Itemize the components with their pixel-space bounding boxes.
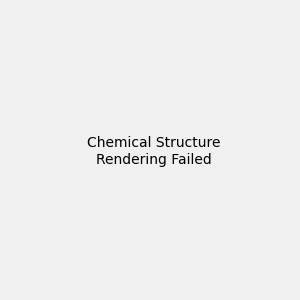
Text: Chemical Structure
Rendering Failed: Chemical Structure Rendering Failed (87, 136, 220, 166)
